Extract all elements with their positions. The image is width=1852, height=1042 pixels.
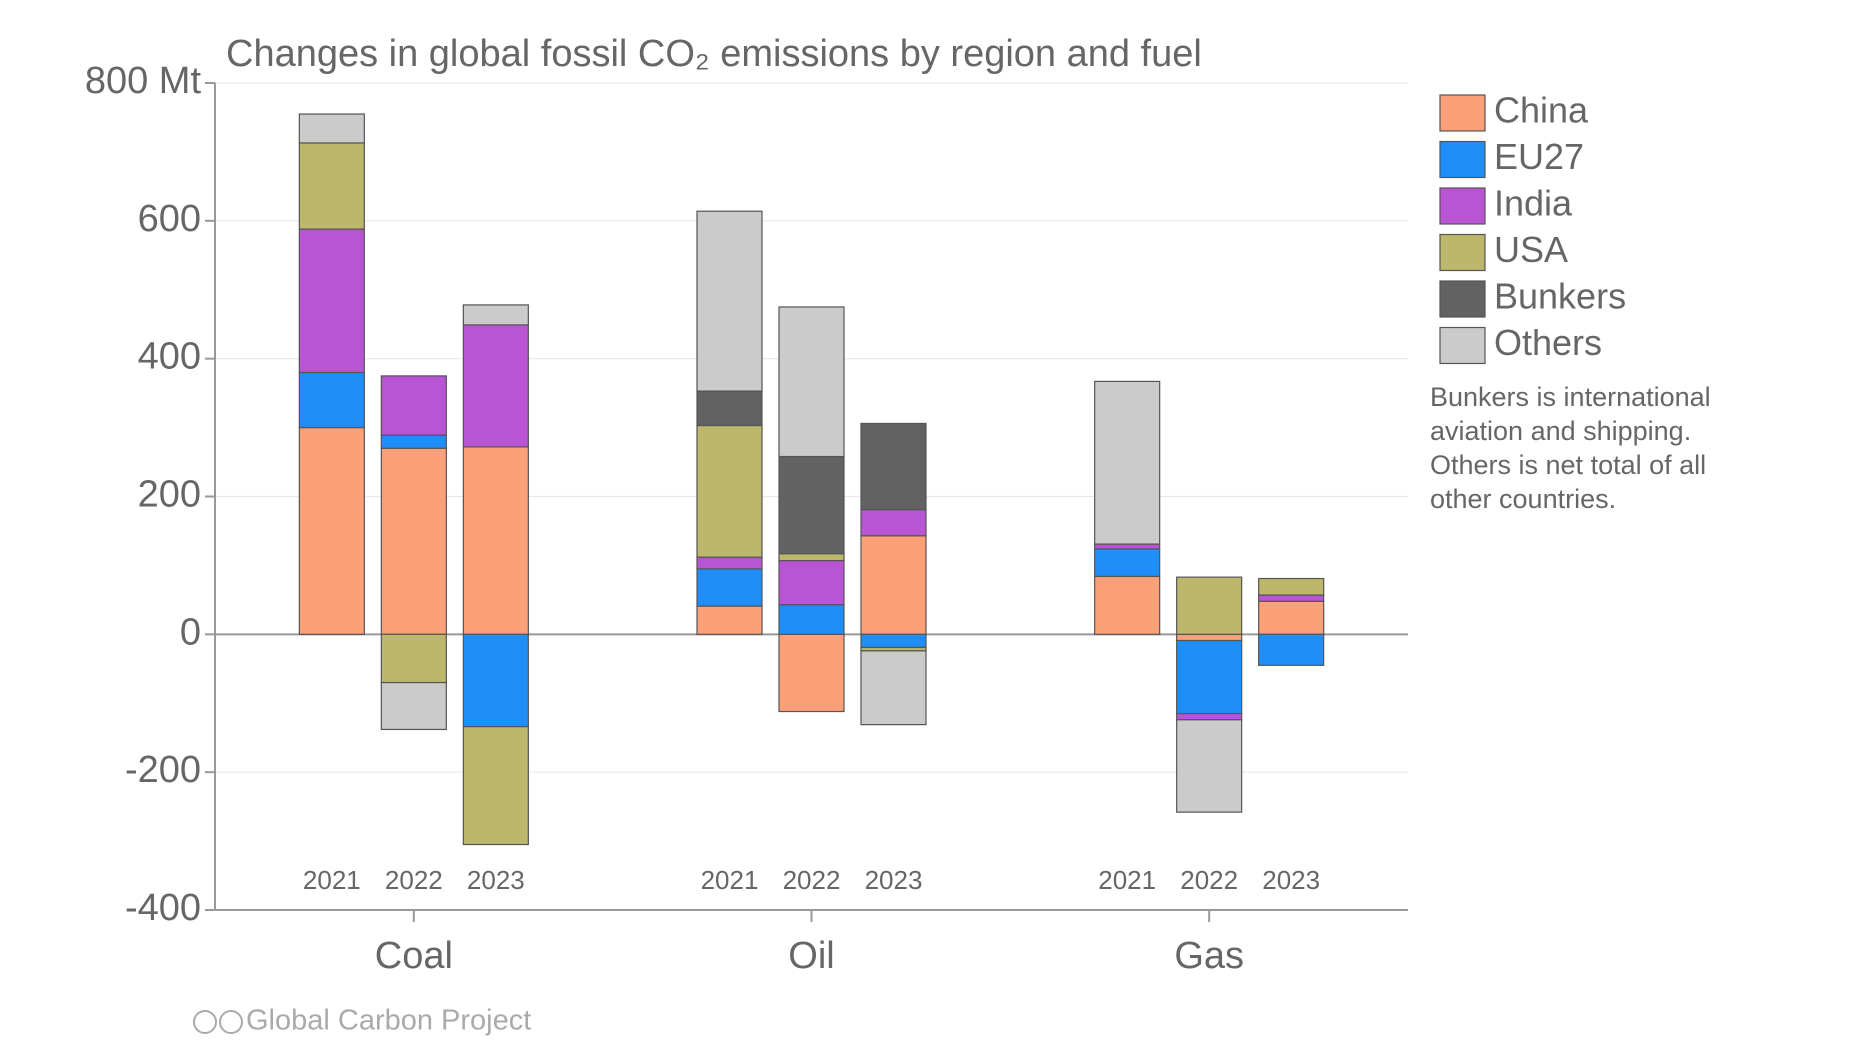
bar-segment [778, 306, 845, 458]
bar-segment [860, 422, 927, 511]
bar-segment [778, 553, 845, 562]
cc-icon [193, 1010, 217, 1034]
group-label: Gas [1174, 935, 1244, 977]
bar-segment [1258, 594, 1325, 602]
x-tick-label: 2021 [701, 865, 759, 895]
bar-segment [1176, 719, 1243, 813]
bar-segment [380, 633, 447, 684]
x-tick-label: 2022 [385, 865, 443, 895]
bar-segment [462, 304, 529, 326]
y-tick-label: -200 [125, 749, 201, 791]
bar-segment [1094, 543, 1161, 550]
legend-label: EU27 [1494, 136, 1584, 177]
legend-swatch [1439, 187, 1486, 225]
x-tick-label: 2022 [1180, 865, 1238, 895]
bar-segment [696, 210, 763, 392]
bar-segment [1094, 575, 1161, 635]
note: aviation and shipping. [1430, 416, 1691, 446]
note: Bunkers is international [1430, 382, 1711, 412]
bar-segment [380, 447, 447, 635]
legend-label: USA [1494, 229, 1568, 270]
bar-segment [696, 605, 763, 635]
legend-swatch [1439, 280, 1486, 318]
bar-segment [462, 726, 529, 846]
bar-segment [696, 556, 763, 570]
bar-segment [778, 633, 845, 713]
bar-segment [1176, 633, 1243, 642]
legend-swatch [1439, 233, 1486, 272]
legend-label: Bunkers [1494, 276, 1626, 317]
bar-segment [860, 650, 927, 726]
x-tick-label: 2023 [865, 865, 923, 895]
x-tick-label: 2021 [303, 865, 361, 895]
legend-label: Others [1494, 322, 1602, 363]
note: other countries. [1430, 484, 1616, 514]
bar-segment [462, 633, 529, 728]
y-tick-label: 600 [138, 198, 201, 240]
bar-segment [298, 426, 365, 635]
group-label: Oil [788, 935, 834, 977]
bar-segment [778, 604, 845, 635]
source-credit: Global Carbon Project [193, 1005, 531, 1037]
x-tick-label: 2023 [467, 865, 525, 895]
y-tick-label: 0 [180, 611, 201, 653]
x-tick-label: 2022 [783, 865, 841, 895]
bar-segment [298, 228, 365, 374]
y-tick-label: 400 [138, 336, 201, 378]
by-icon [219, 1010, 243, 1034]
bar-segment [462, 446, 529, 635]
bar-segment [696, 424, 763, 558]
bar-segment [1176, 712, 1243, 721]
legend-label: India [1494, 183, 1573, 224]
bar-segment [1176, 639, 1243, 715]
y-tick-label: 800 Mt [85, 60, 202, 102]
bar-segment [860, 633, 927, 649]
source: Global Carbon Project [246, 1005, 531, 1037]
bar-segment [298, 371, 365, 429]
bar-segment [778, 455, 845, 555]
note: Others is net total of all [1430, 450, 1706, 480]
bar-segment [380, 681, 447, 731]
bar-segment [380, 375, 447, 436]
bar-segment [1258, 633, 1325, 666]
bar-segment [1176, 576, 1243, 635]
bar-segment [696, 390, 763, 427]
legend-swatch [1439, 140, 1486, 179]
bar-segment [298, 142, 365, 230]
legend-swatch [1439, 326, 1486, 365]
bar-segment [1094, 380, 1161, 545]
y-tick-label: 200 [138, 474, 201, 516]
legend-label: China [1494, 90, 1589, 131]
bar-segment [860, 508, 927, 537]
bar-segment [298, 113, 365, 144]
bar-segment [462, 324, 529, 448]
bar-segment [696, 568, 763, 607]
group-label: Coal [375, 935, 453, 977]
bar-segment [1258, 577, 1325, 596]
legend-swatch [1439, 94, 1486, 132]
y-tick-label: -400 [125, 887, 201, 929]
chart-title: Changes in global fossil CO₂ emissions b… [226, 33, 1202, 75]
bar-segment [380, 434, 447, 449]
bar-segment [860, 535, 927, 635]
bar-segment [1094, 548, 1161, 578]
bar-segment [1258, 600, 1325, 635]
x-tick-label: 2021 [1098, 865, 1156, 895]
bar-segment [778, 559, 845, 606]
x-tick-label: 2023 [1262, 865, 1320, 895]
